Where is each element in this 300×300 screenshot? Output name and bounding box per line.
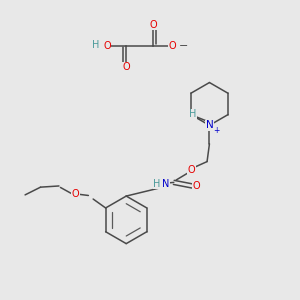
- Text: −: −: [178, 41, 188, 51]
- Text: N: N: [206, 120, 213, 130]
- Text: O: O: [149, 20, 157, 30]
- Text: N: N: [162, 178, 169, 189]
- Text: H: H: [189, 109, 197, 119]
- Text: O: O: [103, 41, 111, 51]
- Text: O: O: [188, 165, 195, 175]
- Text: H: H: [153, 178, 161, 189]
- Text: +: +: [213, 126, 219, 135]
- Text: O: O: [71, 189, 79, 199]
- Text: H: H: [92, 40, 100, 50]
- Text: O: O: [169, 41, 176, 51]
- Text: O: O: [193, 181, 200, 191]
- Text: O: O: [122, 62, 130, 72]
